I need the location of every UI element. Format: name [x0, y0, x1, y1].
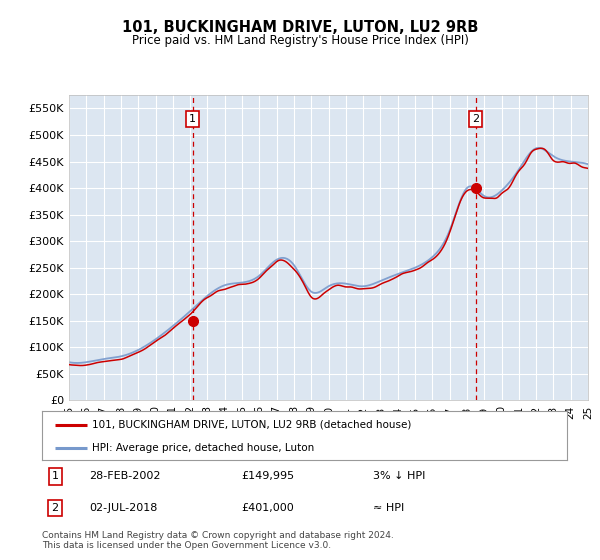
Text: £401,000: £401,000: [241, 503, 294, 513]
Text: 101, BUCKINGHAM DRIVE, LUTON, LU2 9RB (detached house): 101, BUCKINGHAM DRIVE, LUTON, LU2 9RB (d…: [92, 420, 411, 430]
Text: 3% ↓ HPI: 3% ↓ HPI: [373, 472, 425, 482]
Text: 02-JUL-2018: 02-JUL-2018: [89, 503, 158, 513]
Text: ≈ HPI: ≈ HPI: [373, 503, 404, 513]
Text: 2: 2: [472, 114, 479, 124]
Text: 101, BUCKINGHAM DRIVE, LUTON, LU2 9RB: 101, BUCKINGHAM DRIVE, LUTON, LU2 9RB: [122, 20, 478, 35]
Text: HPI: Average price, detached house, Luton: HPI: Average price, detached house, Luto…: [92, 443, 314, 453]
Text: 28-FEB-2002: 28-FEB-2002: [89, 472, 161, 482]
Text: 1: 1: [189, 114, 196, 124]
Text: Contains HM Land Registry data © Crown copyright and database right 2024.
This d: Contains HM Land Registry data © Crown c…: [42, 531, 394, 550]
Text: £149,995: £149,995: [241, 472, 295, 482]
Text: 1: 1: [52, 472, 59, 482]
Text: Price paid vs. HM Land Registry's House Price Index (HPI): Price paid vs. HM Land Registry's House …: [131, 34, 469, 46]
Text: 2: 2: [52, 503, 59, 513]
